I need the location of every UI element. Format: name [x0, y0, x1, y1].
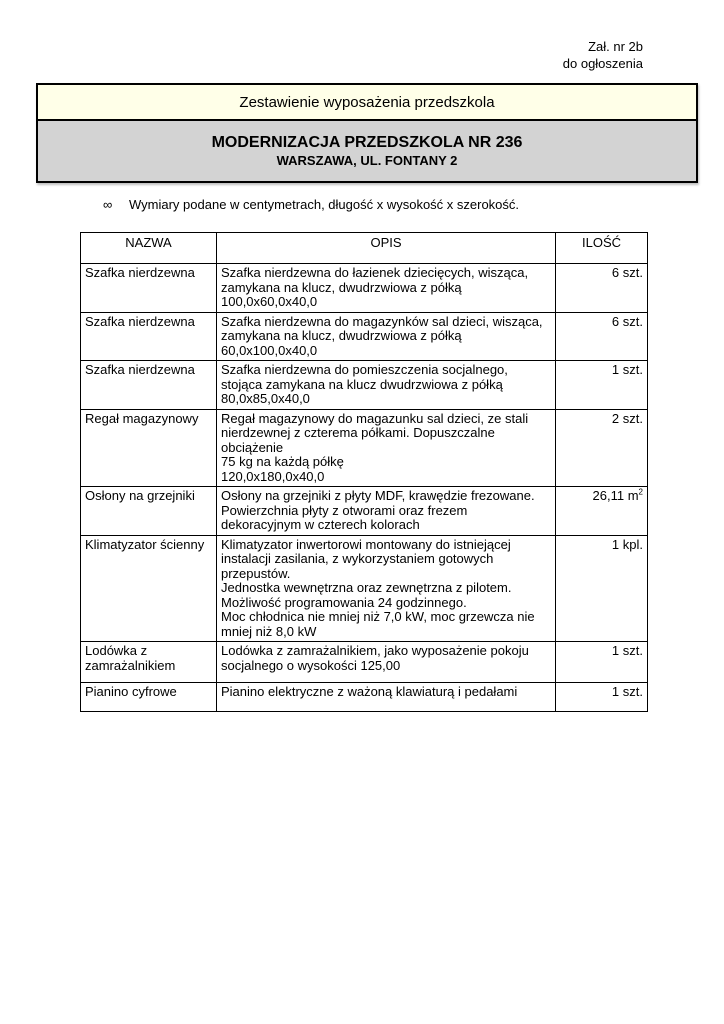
item-quantity-cell: 1 szt. [555, 641, 648, 683]
table-row: Szafka nierdzewna Szafka nierdzewna do ł… [80, 263, 648, 313]
item-quantity-value: 1 szt. [611, 362, 643, 377]
item-description-cell: Szafka nierdzewna do pomieszczenia socja… [216, 360, 556, 410]
item-quantity-value: 1 szt. [611, 684, 643, 699]
attachment-line-2: do ogłoszenia [562, 56, 643, 71]
item-quantity-cell: 1 kpl. [555, 534, 648, 642]
item-quantity-cell: 26,11 m2 [555, 486, 648, 536]
item-description-cell: Lodówka z zamrażalnikiem, jako wyposażen… [216, 641, 556, 683]
table-header-row: NAZWA OPIS ILOŚĆ [80, 232, 648, 264]
item-quantity-value: 1 szt. [611, 643, 643, 658]
table-row: Osłony na grzejniki Osłony na grzejniki … [80, 486, 648, 536]
title-project-name: MODERNIZACJA PRZEDSZKOLA NR 236 [211, 134, 523, 151]
table-row: Klimatyzator ścienny Klimatyzator inwert… [80, 534, 648, 642]
item-name-cell: Regał magazynowy [80, 408, 217, 487]
item-name-cell: Klimatyzator ścienny [80, 534, 217, 642]
infinity-bullet-icon: ∞ [103, 197, 113, 212]
attachment-line-1: Zał. nr 2b [588, 39, 643, 54]
column-header-description: OPIS [216, 232, 556, 264]
column-header-quantity: ILOŚĆ [555, 232, 648, 264]
equipment-table-body: Szafka nierdzewna Szafka nierdzewna do ł… [80, 263, 648, 712]
item-name-cell: Pianino cyfrowe [80, 682, 217, 712]
item-name-cell: Lodówka z zamrażalnikiem [80, 641, 217, 683]
document-subtitle: Zestawienie wyposażenia przedszkola [38, 85, 696, 119]
item-quantity-value: 2 szt. [611, 410, 643, 426]
item-quantity-cell: 2 szt. [555, 408, 648, 487]
item-description-cell: Szafka nierdzewna do łazienek dziecięcyc… [216, 263, 556, 313]
table-row: Szafka nierdzewna Szafka nierdzewna do p… [80, 360, 648, 410]
table-row: Lodówka z zamrażalnikiem Lodówka z zamra… [80, 641, 648, 683]
item-name-cell: Szafka nierdzewna [80, 263, 217, 313]
dimensions-note: ∞ Wymiary podane w centymetrach, długość… [103, 197, 519, 212]
equipment-table: NAZWA OPIS ILOŚĆ Szafka nierdzewna Szafk… [80, 232, 648, 712]
dimensions-note-text: Wymiary podane w centymetrach, długość x… [129, 197, 520, 212]
item-quantity-cell: 6 szt. [555, 311, 648, 361]
item-description-cell: Szafka nierdzewna do magazynków sal dzie… [216, 311, 556, 361]
column-header-name: NAZWA [80, 232, 217, 264]
item-quantity-value: 6 szt. [611, 313, 643, 329]
item-description-cell: Osłony na grzejniki z płyty MDF, krawędz… [216, 486, 556, 536]
item-description-cell: Pianino elektryczne z ważoną klawiaturą … [216, 682, 556, 712]
document-title: MODERNIZACJA PRZEDSZKOLA NR 236 WARSZAWA… [38, 119, 696, 181]
table-row: Szafka nierdzewna Szafka nierdzewna do m… [80, 311, 648, 361]
item-description-cell: Regał magazynowy do magazunku sal dzieci… [216, 408, 556, 487]
item-quantity-value: 6 szt. [611, 265, 643, 280]
item-name-cell: Szafka nierdzewna [80, 360, 217, 410]
item-quantity-value: 1 kpl. [611, 536, 643, 552]
item-quantity-cell: 6 szt. [555, 263, 648, 313]
title-boxes: Zestawienie wyposażenia przedszkola MODE… [36, 83, 698, 183]
title-address: WARSZAWA, UL. FONTANY 2 [276, 153, 458, 168]
table-row: Regał magazynowy Regał magazynowy do mag… [80, 408, 648, 487]
item-quantity-superscript: 2 [638, 487, 643, 497]
attachment-reference: Zał. nr 2b do ogłoszenia [563, 38, 643, 72]
item-quantity-cell: 1 szt. [555, 360, 648, 410]
item-name-cell: Szafka nierdzewna [80, 311, 217, 361]
item-description-cell: Klimatyzator inwertorowi montowany do is… [216, 534, 556, 642]
item-name-cell: Osłony na grzejniki [80, 486, 217, 536]
item-quantity-value: 26,11 m [592, 488, 639, 503]
table-row: Pianino cyfrowe Pianino elektryczne z wa… [80, 682, 648, 712]
item-quantity-cell: 1 szt. [555, 682, 648, 712]
